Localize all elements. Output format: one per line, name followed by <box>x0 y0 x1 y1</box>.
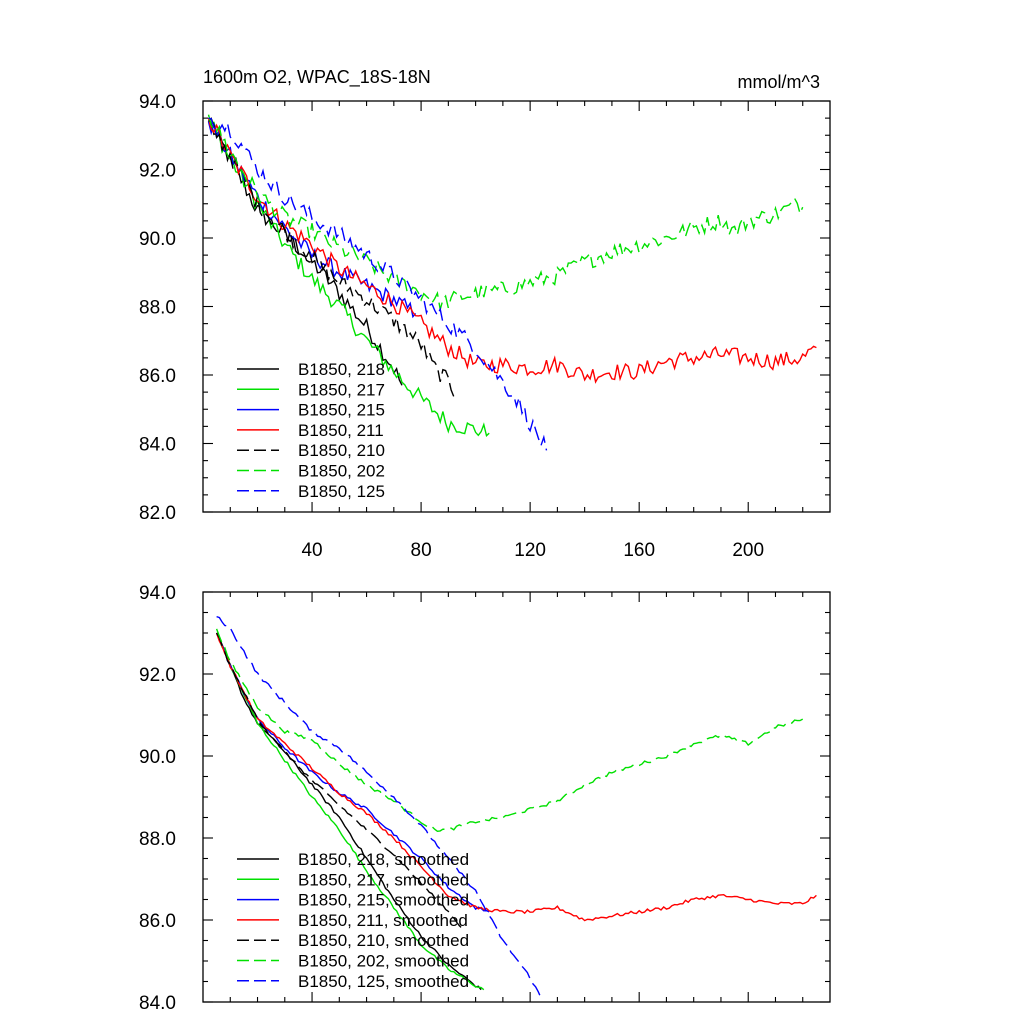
legend-label: B1850, 218 <box>298 360 385 379</box>
x-tick-label: 120 <box>514 540 546 561</box>
y-tick-label: 90.0 <box>139 229 176 250</box>
y-tick-label: 84.0 <box>139 993 176 1014</box>
legend-label: B1850, 211, smoothed <box>298 911 468 930</box>
series-line <box>215 632 490 913</box>
legend-label: B1850, 210 <box>298 441 385 460</box>
legend-label: B1850, 202 <box>298 462 385 481</box>
series-line <box>215 632 482 991</box>
series-line <box>215 628 804 833</box>
bottom-panel: 84.0 86.0 88.0 90.0 92.0 94.0 B1850, 218, smoo… <box>139 583 831 1014</box>
y-tick-label: 86.0 <box>139 911 176 932</box>
legend-label: B1850, 215 <box>298 401 385 420</box>
legend-label: B1850, 125 <box>298 482 385 501</box>
series-line <box>208 120 403 386</box>
legend-label: B1850, 215, smoothed <box>298 891 469 910</box>
series-line <box>207 121 417 319</box>
legend-label: B1850, 217 <box>298 380 385 399</box>
series-line <box>208 117 548 451</box>
y-tick-label: 90.0 <box>139 747 176 768</box>
x-tick-label: 200 <box>732 540 764 561</box>
units-label: mmol/m^3 <box>738 72 820 92</box>
y-tick-label: 92.0 <box>139 161 176 182</box>
series-line <box>215 632 817 922</box>
series-line <box>207 114 804 310</box>
legend-label: B1850, 125, smoothed <box>298 972 469 991</box>
chart-title: 1600m O2, WPAC_18S-18N <box>203 67 431 88</box>
y-tick-label: 86.0 <box>139 366 176 387</box>
legend-label: B1850, 218, smoothed <box>298 850 469 869</box>
x-tick-label: 80 <box>411 540 432 561</box>
legend-label: B1850, 210, smoothed <box>298 931 469 950</box>
y-tick-label: 92.0 <box>139 665 176 686</box>
legend-label: B1850, 202, smoothed <box>298 952 469 971</box>
series-line <box>215 632 485 991</box>
series-line <box>215 632 463 929</box>
y-tick-label: 82.0 <box>139 503 176 524</box>
y-tick-label: 88.0 <box>139 298 176 319</box>
legend-label: B1850, 217, smoothed <box>298 870 469 889</box>
legend-label: B1850, 211 <box>298 421 384 440</box>
series-line <box>216 615 542 999</box>
x-tick-label: 40 <box>301 540 322 561</box>
series-line <box>207 117 817 384</box>
y-tick-label: 88.0 <box>139 829 176 850</box>
x-tick-label: 160 <box>623 540 655 561</box>
y-tick-label: 84.0 <box>139 435 176 456</box>
y-tick-label: 94.0 <box>139 92 176 113</box>
series-line <box>207 117 457 398</box>
top-panel: 1600m O2, WPAC_18S-18N mmol/m^3 40 80 120 1… <box>139 67 831 561</box>
y-tick-label: 94.0 <box>139 583 176 604</box>
